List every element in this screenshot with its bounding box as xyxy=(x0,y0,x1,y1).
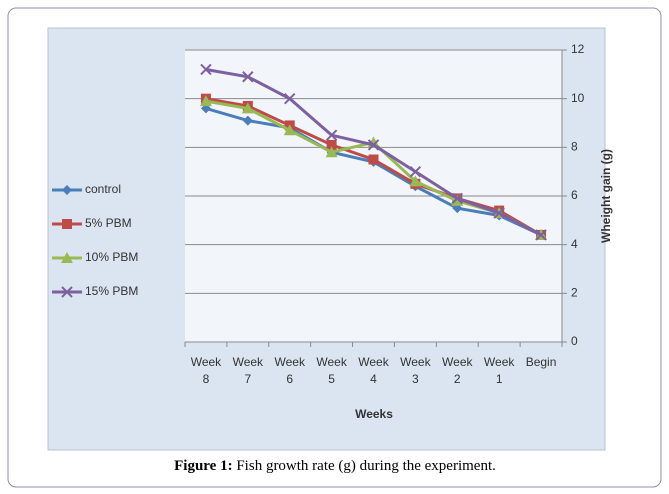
caption: Figure 1: Fish growth rate (g) during th… xyxy=(174,458,496,474)
marker xyxy=(409,165,422,178)
marker xyxy=(241,102,254,114)
marker xyxy=(535,229,547,241)
marker xyxy=(367,139,380,151)
caption-text: Fish growth rate (g) during the experime… xyxy=(233,458,496,474)
y-tick-label: 8 xyxy=(571,140,578,154)
marker xyxy=(283,124,296,136)
y-tick-label: 4 xyxy=(571,237,578,251)
y-tick-label: 0 xyxy=(571,334,578,348)
legend-marker xyxy=(61,252,73,263)
marker xyxy=(242,115,253,126)
marker xyxy=(368,154,379,165)
x-axis-title: Weeks xyxy=(355,407,393,421)
y-tick-label: 12 xyxy=(571,42,585,56)
marker xyxy=(326,139,337,150)
marker xyxy=(200,63,212,76)
legend-label: 15% PBM xyxy=(85,284,138,298)
x-tick-label: Week 7 xyxy=(232,355,264,386)
marker xyxy=(325,129,338,141)
x-tick-label: Week 4 xyxy=(358,355,389,386)
marker xyxy=(242,71,254,83)
marker xyxy=(493,207,505,219)
marker xyxy=(325,146,338,158)
x-tick-label: Week 1 xyxy=(483,355,515,386)
x-tick-label: Week 8 xyxy=(190,355,222,386)
y-tick-label: 10 xyxy=(571,91,585,105)
legend-label: control xyxy=(85,182,121,196)
legend-marker xyxy=(61,286,73,298)
marker xyxy=(199,95,212,107)
caption-label: Figure 1: xyxy=(174,458,232,474)
x-tick-label: Begin xyxy=(525,355,557,369)
legend-label: 5% PBM xyxy=(85,216,132,230)
legend-marker xyxy=(62,219,72,229)
marker xyxy=(451,192,463,205)
y-tick-label: 2 xyxy=(571,286,578,300)
legend-marker xyxy=(62,185,72,195)
legend-label: 10% PBM xyxy=(85,250,138,264)
marker xyxy=(409,175,422,187)
y-tick-label: 6 xyxy=(571,188,578,202)
y-axis-title: Wheight gain (g) xyxy=(599,149,613,243)
x-tick-label: Week 2 xyxy=(442,355,473,386)
marker xyxy=(451,194,464,206)
x-tick-label: Week 3 xyxy=(400,355,431,386)
x-tick-label: Week 5 xyxy=(316,355,347,386)
marker xyxy=(284,92,296,105)
x-tick-label: Week 6 xyxy=(274,355,305,386)
